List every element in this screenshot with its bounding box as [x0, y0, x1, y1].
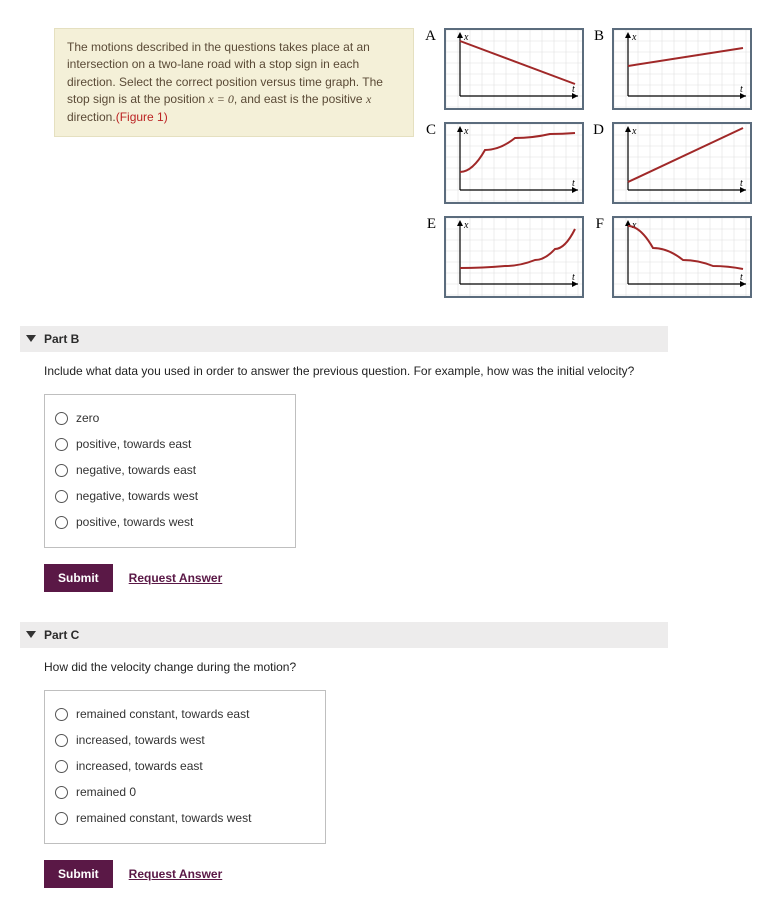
option-label: negative, towards east — [76, 463, 196, 477]
intro-box: The motions described in the questions t… — [54, 28, 414, 137]
option-row[interactable]: remained constant, towards east — [55, 701, 315, 727]
radio-icon[interactable] — [55, 412, 68, 425]
option-row[interactable]: remained constant, towards west — [55, 805, 315, 831]
options-box: remained constant, towards east increased… — [44, 690, 326, 844]
submit-button[interactable]: Submit — [44, 860, 113, 888]
option-row[interactable]: increased, towards east — [55, 753, 315, 779]
svg-text:t: t — [572, 84, 575, 95]
radio-icon[interactable] — [55, 786, 68, 799]
graph-label-f: F — [590, 216, 606, 233]
radio-icon[interactable] — [55, 516, 68, 529]
option-label: remained constant, towards east — [76, 707, 249, 721]
svg-text:t: t — [740, 272, 743, 283]
option-label: zero — [76, 411, 99, 425]
part-c-section: Part C How did the velocity change during… — [20, 622, 752, 906]
graph-label-a: A — [422, 28, 438, 45]
svg-text:t: t — [572, 178, 575, 189]
svg-text:x: x — [631, 32, 637, 43]
intro-text-3: direction. — [67, 110, 116, 124]
part-b-header[interactable]: Part B — [20, 326, 668, 352]
actions-row: Submit Request Answer — [44, 564, 658, 592]
svg-text:t: t — [740, 178, 743, 189]
request-answer-link[interactable]: Request Answer — [129, 867, 223, 881]
graph-label-d: D — [590, 122, 606, 139]
graph-b[interactable]: t x — [612, 28, 752, 110]
radio-icon[interactable] — [55, 438, 68, 451]
part-c-body: How did the velocity change during the m… — [20, 648, 668, 906]
option-label: positive, towards west — [76, 515, 193, 529]
option-label: negative, towards west — [76, 489, 198, 503]
graph-a[interactable]: t x — [444, 28, 584, 110]
radio-icon[interactable] — [55, 464, 68, 477]
option-label: positive, towards east — [76, 437, 191, 451]
part-b-section: Part B Include what data you used in orde… — [20, 326, 752, 610]
graph-c[interactable]: t x — [444, 122, 584, 204]
collapse-icon — [26, 630, 36, 644]
radio-icon[interactable] — [55, 490, 68, 503]
option-label: remained constant, towards west — [76, 811, 251, 825]
question-text: Include what data you used in order to a… — [44, 364, 658, 378]
radio-icon[interactable] — [55, 760, 68, 773]
submit-button[interactable]: Submit — [44, 564, 113, 592]
graph-label-e: E — [422, 216, 438, 233]
option-row[interactable]: remained 0 — [55, 779, 315, 805]
collapse-icon — [26, 334, 36, 348]
intro-text-2: , and east is the positive — [234, 92, 366, 106]
intro-x-italic: x — [366, 92, 371, 106]
graph-d[interactable]: t x — [612, 122, 752, 204]
radio-icon[interactable] — [55, 708, 68, 721]
option-row[interactable]: increased, towards west — [55, 727, 315, 753]
question-text: How did the velocity change during the m… — [44, 660, 658, 674]
request-answer-link[interactable]: Request Answer — [129, 571, 223, 585]
svg-text:t: t — [572, 272, 575, 283]
svg-text:x: x — [463, 126, 469, 137]
radio-icon[interactable] — [55, 734, 68, 747]
option-row[interactable]: positive, towards west — [55, 509, 285, 535]
option-row[interactable]: negative, towards east — [55, 457, 285, 483]
radio-icon[interactable] — [55, 812, 68, 825]
part-header-label: Part B — [44, 332, 79, 346]
part-c-header[interactable]: Part C — [20, 622, 668, 648]
option-label: remained 0 — [76, 785, 136, 799]
graph-label-b: B — [590, 28, 606, 45]
svg-text:x: x — [463, 220, 469, 231]
options-box: zero positive, towards east negative, towa… — [44, 394, 296, 548]
part-b-body: Include what data you used in order to a… — [20, 352, 668, 610]
svg-text:x: x — [463, 32, 469, 43]
actions-row: Submit Request Answer — [44, 860, 658, 888]
option-row[interactable]: negative, towards west — [55, 483, 285, 509]
intro-equation: x = 0 — [208, 92, 233, 106]
svg-text:x: x — [631, 126, 637, 137]
option-label: increased, towards east — [76, 759, 203, 773]
option-row[interactable]: zero — [55, 405, 285, 431]
option-label: increased, towards west — [76, 733, 205, 747]
part-header-label: Part C — [44, 628, 79, 642]
graph-e[interactable]: t x — [444, 216, 584, 298]
graphs-grid: A t x B t x C — [422, 28, 752, 304]
option-row[interactable]: positive, towards east — [55, 431, 285, 457]
graph-label-c: C — [422, 122, 438, 139]
svg-text:t: t — [740, 84, 743, 95]
figure-link[interactable]: (Figure 1) — [116, 110, 168, 124]
graph-f[interactable]: t x — [612, 216, 752, 298]
